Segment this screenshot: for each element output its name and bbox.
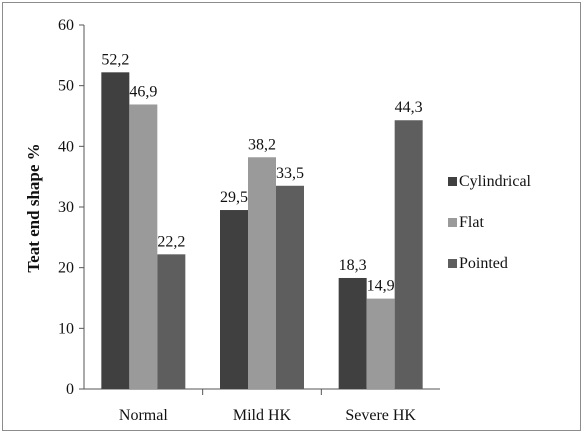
legend-swatch <box>448 218 457 227</box>
bars <box>101 72 423 390</box>
bar-cylindrical-normal <box>101 72 130 389</box>
y-tick-label: 0 <box>66 381 74 398</box>
data-labels: 52,246,9 22,2 29,5 38,233,5 18,314,9 44,3 <box>101 51 422 294</box>
data-label: 44,3 <box>395 99 423 116</box>
y-tick-label: 50 <box>58 78 74 95</box>
legend-label: Cylindrical <box>459 173 532 190</box>
category-labels: Normal Mild HK Severe HK <box>119 407 417 424</box>
data-label: 29,5 <box>220 189 248 206</box>
data-label: 18,3 <box>339 257 367 274</box>
bar-flat-severe-hk <box>366 298 395 389</box>
legend-label: Pointed <box>459 255 508 272</box>
bar-pointed-mild-hk <box>276 185 304 389</box>
data-label: 33,5 <box>276 165 304 182</box>
legend: Cylindrical Flat Pointed <box>448 173 532 272</box>
category-label: Severe HK <box>345 407 416 424</box>
legend-label: Flat <box>459 214 484 231</box>
bar-pointed-severe-hk <box>394 120 423 389</box>
y-tick-label: 20 <box>58 260 74 277</box>
data-label: 38,2 <box>248 136 276 153</box>
category-label: Normal <box>119 407 168 424</box>
y-tick-label: 60 <box>58 17 74 34</box>
y-tick-label: 30 <box>58 199 74 216</box>
y-tick-label: 10 <box>58 320 74 337</box>
bar-cylindrical-mild-hk <box>220 210 248 389</box>
legend-swatch <box>448 177 457 186</box>
legend-swatch <box>448 259 457 268</box>
data-label: 46,9 <box>129 83 157 100</box>
bar-flat-normal <box>129 104 158 390</box>
y-tick-label: 40 <box>58 138 74 155</box>
bar-pointed-normal <box>157 254 186 389</box>
y-axis-title: Teat end shape % <box>24 143 43 272</box>
category-label: Mild HK <box>233 407 292 424</box>
data-label: 22,2 <box>157 233 185 250</box>
data-label: 14,9 <box>367 278 395 295</box>
y-ticks: 0 10 20 30 40 50 60 <box>58 17 84 398</box>
data-label: 52,2 <box>101 51 129 68</box>
bar-flat-mild-hk <box>248 157 276 389</box>
bar-cylindrical-severe-hk <box>338 277 367 389</box>
